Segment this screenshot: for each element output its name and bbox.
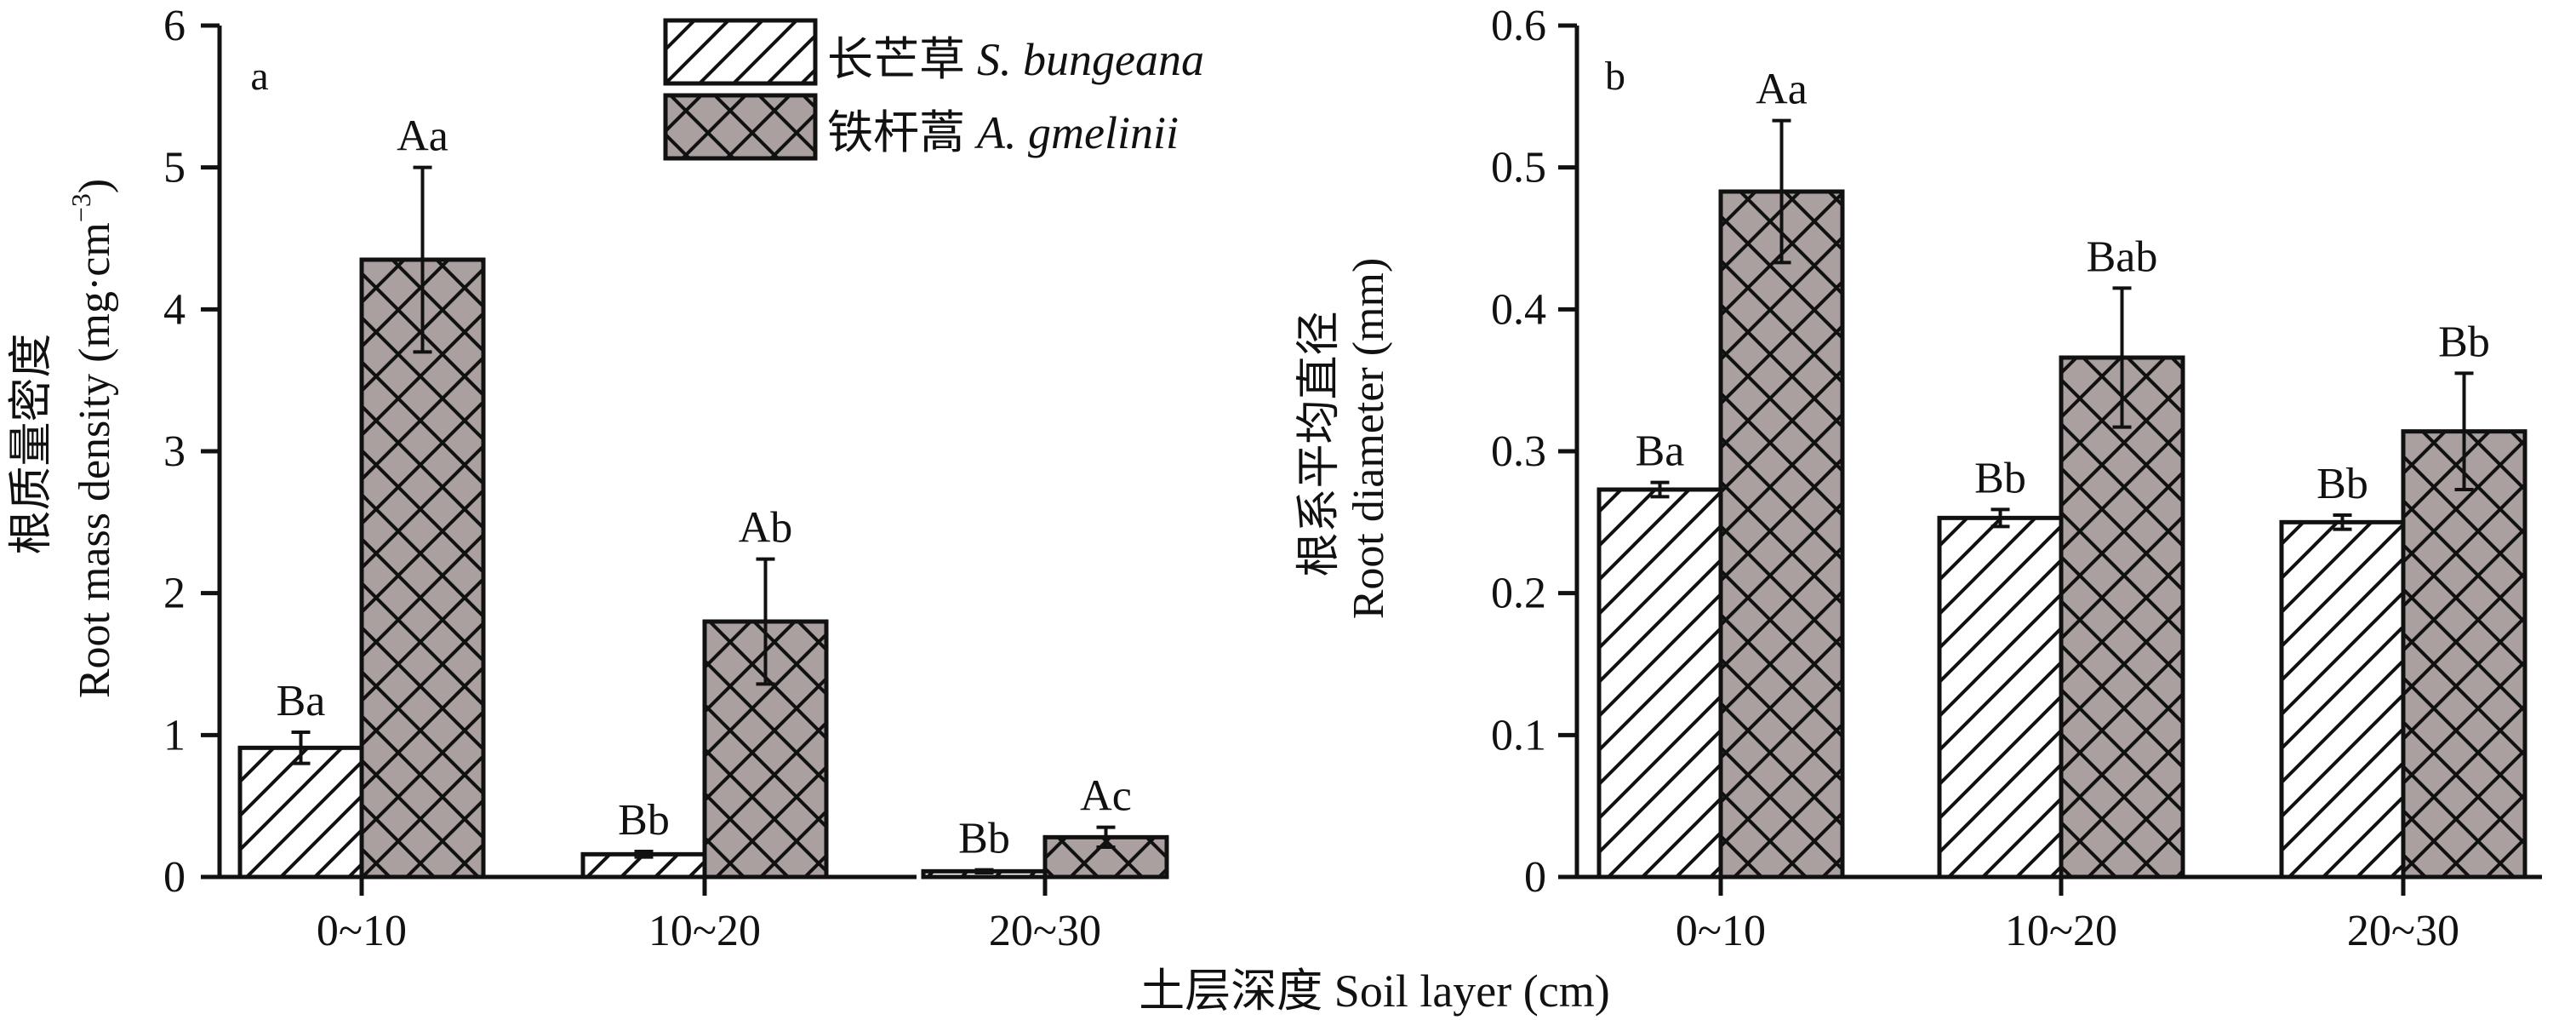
bar-s-bungeana-3 bbox=[2279, 519, 2406, 880]
significance-label: Ac bbox=[1080, 772, 1132, 821]
panel-b-letter: b bbox=[1605, 54, 1625, 99]
y-tick-label: 4 bbox=[163, 285, 186, 334]
plot-a-marks: 0 1 2 3 4 5 6 0~10 10~20 20~30 Ba Bb Bb Aa Ab Ac bbox=[163, 2, 1169, 955]
significance-label: Bab bbox=[2087, 232, 2158, 281]
y-tick-label: 0.1 bbox=[1491, 711, 1546, 759]
y-tick-label: 0.4 bbox=[1491, 285, 1546, 334]
significance-label: Bb bbox=[1974, 454, 2026, 502]
y-tick-label: 6 bbox=[163, 2, 186, 50]
x-axis-title: 土层深度 Soil layer (cm) bbox=[1139, 966, 1609, 1017]
x-tick-label: 20~30 bbox=[2347, 907, 2459, 955]
panel-a: 0 1 2 3 4 5 6 0~10 10~20 20~30 Ba Bb Bb Aa Ab Ac a 根质量密… bbox=[8, 2, 1169, 955]
legend-label-latin: S. bungeana bbox=[977, 34, 1204, 85]
panel-a-letter: a bbox=[250, 54, 268, 99]
x-tick-label: 0~10 bbox=[1676, 907, 1766, 955]
y-tick-label: 0.2 bbox=[1491, 570, 1546, 618]
y-tick-label: 0 bbox=[163, 853, 186, 902]
legend: 长芒草 S. bungeana 铁杆蒿 A. gmelinii bbox=[663, 18, 1204, 161]
y-axis-a-title: 根质量密度 Root mass density (mg·cm−3) bbox=[8, 179, 119, 698]
y-tick-label: 5 bbox=[163, 144, 186, 192]
bar-a-gmelinii-2 bbox=[2059, 355, 2185, 880]
x-tick-label: 10~20 bbox=[2005, 907, 2117, 955]
significance-label: Ba bbox=[277, 677, 326, 725]
legend-item-s-bungeana: 长芒草 S. bungeana bbox=[827, 34, 1204, 85]
significance-label: Bb bbox=[2316, 460, 2368, 508]
legend-label-cn: 铁杆蒿 bbox=[827, 107, 965, 158]
significance-label: Ba bbox=[1636, 427, 1685, 476]
significance-label: Ab bbox=[739, 504, 793, 553]
y-tick-label: 1 bbox=[163, 711, 186, 759]
y-tick-label: 0.5 bbox=[1491, 144, 1546, 192]
legend-label-cn: 长芒草 bbox=[827, 34, 965, 85]
plot-b-marks: 0 0.1 0.2 0.3 0.4 0.5 0.6 0~10 10~20 20~30 Ba Bb Bb A… bbox=[1491, 2, 2542, 955]
y-axis-b-title-en: Root diameter (mm) bbox=[1345, 258, 1393, 620]
y-axis-a-title-en: Root mass density (mg·cm−3) bbox=[66, 179, 119, 698]
y-axis-b-title: 根系平均直径 Root diameter (mm) bbox=[1295, 258, 1393, 620]
bar-a-gmelinii-1 bbox=[1718, 189, 1845, 880]
bar-s-bungeana-1 bbox=[237, 745, 364, 880]
bar-s-bungeana-2 bbox=[1937, 515, 2064, 880]
significance-label: Aa bbox=[1756, 66, 1808, 114]
y-axis-a-title-en-main: Root mass density (mg·cm bbox=[71, 222, 119, 698]
legend-label-latin: A. gmelinii bbox=[974, 107, 1179, 158]
bar-a-gmelinii-3 bbox=[2401, 429, 2527, 880]
y-axis-a-title-close: ) bbox=[71, 179, 119, 193]
y-tick-label: 0 bbox=[1524, 853, 1546, 902]
x-tick-label: 20~30 bbox=[989, 907, 1101, 955]
y-axis-b-title-cn: 根系平均直径 bbox=[1295, 311, 1344, 576]
legend-swatch-a-gmelinii bbox=[663, 93, 818, 161]
x-tick-label: 10~20 bbox=[648, 907, 761, 955]
significance-label: Bb bbox=[618, 796, 670, 845]
bar-a-gmelinii-1 bbox=[359, 257, 486, 880]
legend-swatch-s-bungeana bbox=[663, 18, 818, 86]
y-tick-label: 2 bbox=[163, 570, 186, 618]
legend-item-a-gmelinii: 铁杆蒿 A. gmelinii bbox=[827, 107, 1179, 158]
significance-label: Bb bbox=[2438, 318, 2490, 366]
significance-label: Aa bbox=[397, 112, 448, 161]
panel-b: 0 0.1 0.2 0.3 0.4 0.5 0.6 0~10 10~20 20~30 Ba Bb Bb A… bbox=[1295, 2, 2542, 955]
y-tick-label: 0.6 bbox=[1491, 2, 1546, 50]
y-axis-a-title-cn: 根质量密度 bbox=[8, 333, 56, 554]
y-tick-label: 0.3 bbox=[1491, 427, 1546, 476]
y-tick-label: 3 bbox=[163, 427, 186, 476]
y-axis-a-title-sup: −3 bbox=[66, 193, 96, 222]
bar-s-bungeana-1 bbox=[1596, 487, 1723, 880]
significance-label: Bb bbox=[958, 815, 1010, 863]
x-tick-label: 0~10 bbox=[317, 907, 407, 955]
